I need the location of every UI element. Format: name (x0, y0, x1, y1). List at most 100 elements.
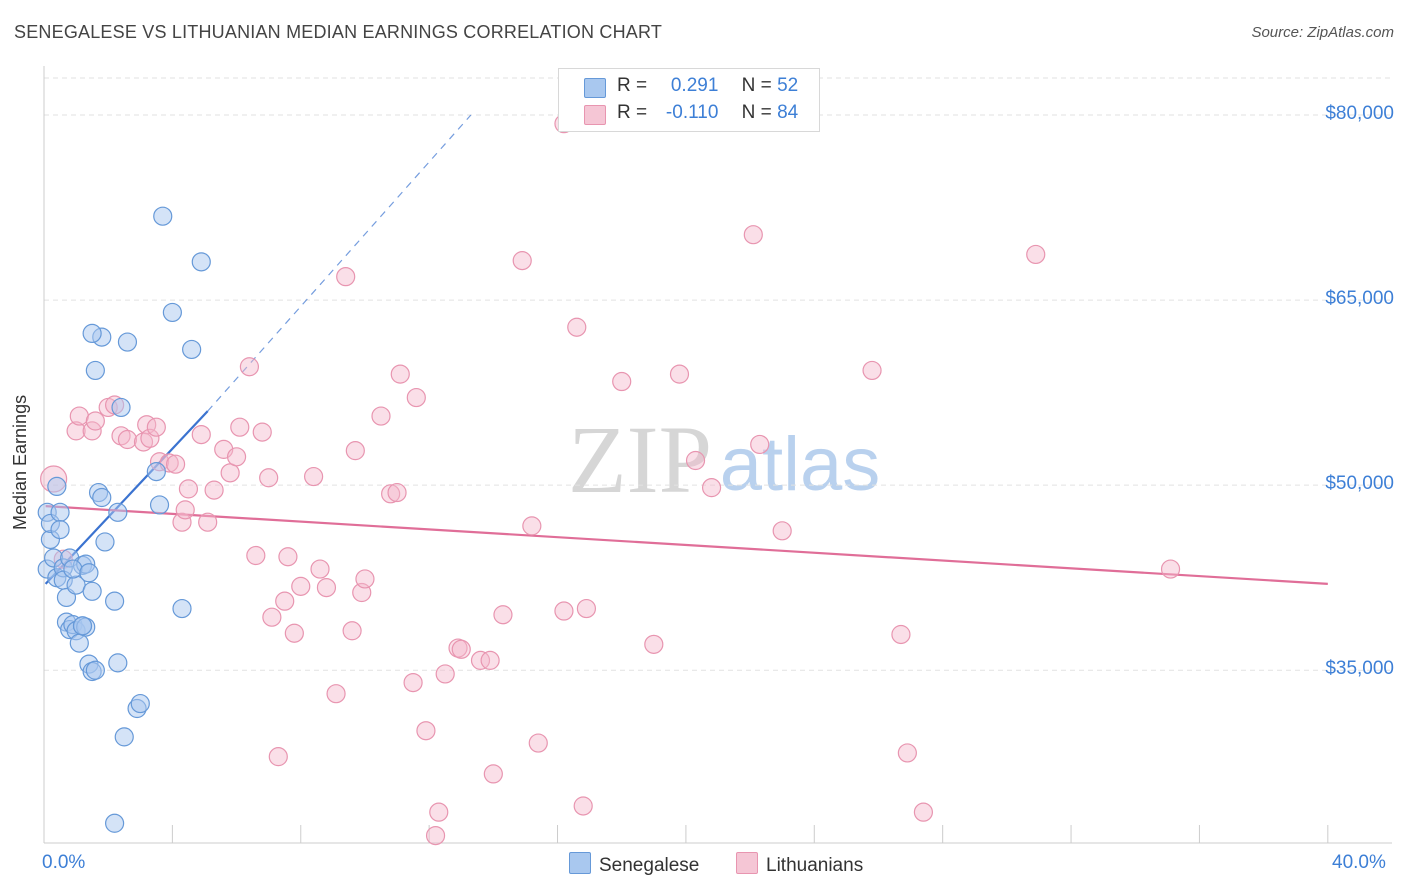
source-credit: Source: ZipAtlas.com (1251, 24, 1394, 41)
lithuanians-point (685, 450, 706, 471)
lithuanians-point (291, 576, 311, 596)
lithuanians-point (483, 764, 503, 784)
lithuanians-point (278, 547, 298, 567)
senegalese-point (47, 476, 67, 497)
senegalese-point (146, 462, 166, 482)
r-label: R = (617, 75, 648, 96)
n-value: 84 (777, 102, 799, 123)
n-value: 52 (777, 75, 799, 96)
lithuanians-point (220, 463, 240, 483)
lithuanians-point (165, 454, 186, 474)
lithuanians-point (573, 796, 593, 816)
lithuanians-point (451, 639, 471, 659)
lithuanians-point (470, 650, 491, 670)
lithuanians-point (284, 623, 304, 643)
y-tick-label: $80,000 (1325, 103, 1394, 125)
r-value: -0.110 (665, 102, 719, 123)
n-label: N = (741, 102, 772, 123)
lithuanians-point (612, 371, 632, 392)
senegalese-point (153, 206, 173, 226)
correlation-legend: R = 0.291 N = 52 R = -0.110 N = 84 (558, 68, 820, 132)
lithuanians-point (1160, 559, 1181, 579)
lithuanians-point (204, 480, 224, 500)
y-tick-label: $35,000 (1325, 658, 1394, 680)
lithuanians-point (1026, 244, 1046, 265)
lithuanians-point (381, 484, 401, 504)
senegalese-point (92, 487, 112, 508)
legend-row-lithuanians: R = -0.110 N = 84 (584, 102, 799, 126)
lithuanians-point (644, 634, 664, 654)
lithuanians-point (175, 500, 195, 520)
senegalese-point (85, 360, 105, 381)
senegalese-point (50, 502, 70, 522)
senegalese-point (149, 495, 170, 515)
senegalese-point (63, 559, 83, 579)
senegalese-point (50, 519, 70, 540)
senegalese-point (69, 633, 89, 653)
lithuanians-point (897, 743, 917, 763)
lithuanians-point (750, 434, 770, 455)
senegalese-point (191, 252, 211, 272)
n-label: N = (741, 75, 772, 96)
lithuanians-point (230, 417, 250, 437)
lithuanians-point (252, 422, 272, 442)
lithuanians-point (522, 516, 542, 536)
senegalese-point (114, 727, 134, 747)
r-value: 0.291 (670, 75, 719, 96)
lithuanians-point (239, 357, 260, 377)
lithuanians-point (862, 360, 882, 381)
senegalese-legend-icon (569, 852, 591, 874)
senegalese-point (95, 532, 115, 552)
y-tick-label: $65,000 (1325, 288, 1394, 310)
lithuanians-point (512, 251, 532, 271)
y-tick-label: $50,000 (1325, 473, 1394, 495)
lithuanians-point (342, 621, 362, 641)
lithuanians-point (493, 605, 513, 625)
senegalese-point (85, 660, 105, 680)
senegalese-point (72, 616, 93, 636)
lithuanians-point (429, 802, 449, 822)
lithuanians-point (576, 598, 597, 619)
lithuanians-point (275, 591, 295, 611)
lithuanians-point (268, 747, 288, 767)
lithuanians-point (435, 664, 455, 684)
legend-item-senegalese: Senegalese (569, 852, 699, 877)
lithuanians-point (140, 428, 160, 448)
lithuanians-point (528, 733, 548, 753)
lithuanians-point (669, 364, 690, 384)
senegalese-swatch-icon (584, 78, 606, 98)
lithuanians-point (85, 411, 105, 431)
lithuanians-point (310, 559, 330, 579)
lithuanians-point (146, 417, 166, 437)
lithuanians-point (743, 225, 763, 245)
lithuanians-point (772, 521, 792, 541)
senegalese-point (82, 323, 102, 344)
lithuanians-point (913, 802, 934, 822)
lithuanians-point (701, 478, 722, 498)
lithuanians-point (891, 624, 911, 645)
lithuanians-point (246, 545, 266, 566)
watermark: ZIP atlas (568, 406, 880, 513)
lithuanians-point (316, 577, 337, 598)
lithuanians-legend-icon (736, 852, 758, 874)
lithuanians-point (304, 466, 324, 487)
r-label: R = (617, 102, 648, 123)
lithuanians-point (406, 387, 426, 408)
lithuanians-point (355, 569, 375, 589)
lithuanians-point (390, 364, 410, 384)
senegalese-point (108, 653, 128, 673)
chart-title: SENEGALESE VS LITHUANIAN MEDIAN EARNINGS… (14, 22, 663, 42)
legend-row-senegalese: R = 0.291 N = 52 (584, 75, 799, 99)
watermark-atlas: atlas (720, 422, 881, 507)
lithuanians-point (259, 468, 279, 488)
lithuanians-point (480, 650, 500, 670)
senegalese-point (79, 563, 99, 583)
lithuanians-point (403, 672, 423, 693)
lithuanians-point (191, 424, 211, 445)
senegalese-point (105, 813, 125, 833)
senegalese-point (172, 598, 192, 619)
lithuanians-point (172, 512, 192, 532)
lithuanians-point (69, 406, 89, 426)
senegalese-point (82, 581, 102, 601)
y-axis-label: Median Earnings (10, 394, 30, 530)
